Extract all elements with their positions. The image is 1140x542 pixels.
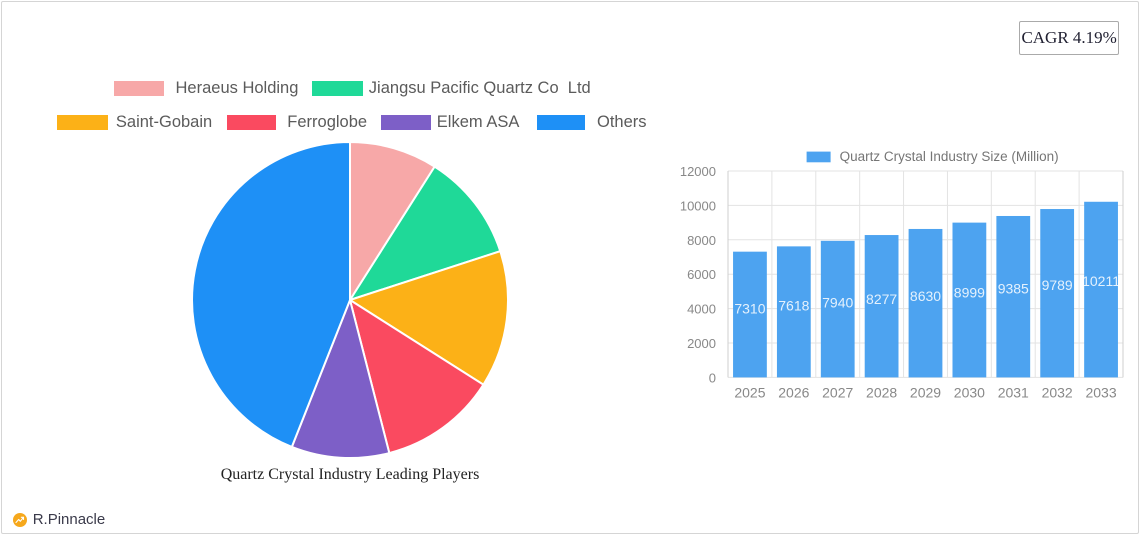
- svg-text:7310: 7310: [734, 300, 765, 316]
- svg-text:2033: 2033: [1085, 384, 1116, 400]
- svg-text:2026: 2026: [778, 384, 809, 400]
- svg-text:2025: 2025: [734, 384, 765, 400]
- svg-text:2028: 2028: [866, 384, 897, 400]
- svg-text:2029: 2029: [910, 384, 941, 400]
- svg-text:8999: 8999: [954, 284, 985, 300]
- svg-text:Quartz Crystal Industry Size (: Quartz Crystal Industry Size (Million): [840, 149, 1059, 164]
- svg-text:12000: 12000: [680, 164, 716, 179]
- svg-text:2031: 2031: [998, 384, 1029, 400]
- svg-text:8277: 8277: [866, 291, 897, 307]
- svg-text:0: 0: [709, 370, 716, 385]
- svg-text:4000: 4000: [687, 302, 716, 317]
- svg-text:7618: 7618: [778, 297, 809, 313]
- svg-text:8000: 8000: [687, 233, 716, 248]
- svg-text:9789: 9789: [1042, 277, 1073, 293]
- svg-text:6000: 6000: [687, 267, 716, 282]
- svg-text:10000: 10000: [680, 198, 716, 213]
- svg-text:9385: 9385: [998, 281, 1029, 297]
- svg-text:8630: 8630: [910, 288, 941, 304]
- svg-text:2027: 2027: [822, 384, 853, 400]
- svg-text:2000: 2000: [687, 336, 716, 351]
- svg-text:7940: 7940: [822, 294, 853, 310]
- svg-text:10211: 10211: [1082, 273, 1120, 289]
- svg-text:2030: 2030: [954, 384, 985, 400]
- svg-text:2032: 2032: [1042, 384, 1073, 400]
